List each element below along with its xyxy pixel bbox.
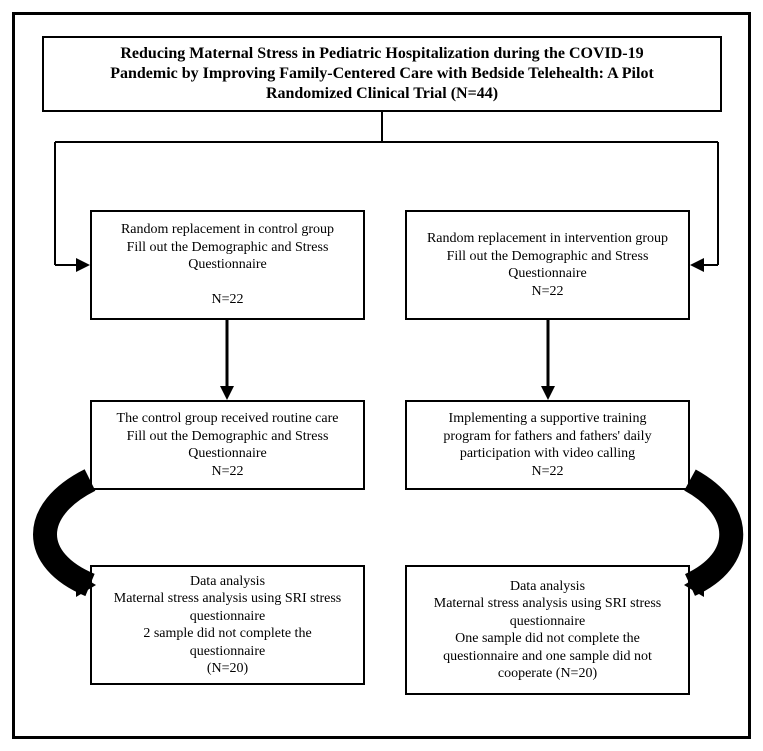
node-line [226, 274, 230, 292]
title-line: Pandemic by Improving Family-Centered Ca… [110, 64, 654, 84]
node-line: Random replacement in control group [121, 221, 334, 239]
intervention-step2-box: Implementing a supportive trainingprogra… [405, 400, 690, 490]
node-line: questionnaire [190, 643, 265, 661]
control-step1-box: Random replacement in control groupFill … [90, 210, 365, 320]
title-box: Reducing Maternal Stress in Pediatric Ho… [42, 36, 722, 112]
node-line: N=22 [531, 283, 563, 301]
node-line: The control group received routine care [117, 410, 339, 428]
node-line: Maternal stress analysis using SRI stres… [434, 595, 661, 613]
node-line: Random replacement in intervention group [427, 230, 668, 248]
title-line: Reducing Maternal Stress in Pediatric Ho… [120, 44, 643, 64]
node-line: 2 sample did not complete the [143, 625, 311, 643]
node-line: Data analysis [190, 573, 265, 591]
node-line: Fill out the Demographic and Stress [127, 428, 329, 446]
node-line: Fill out the Demographic and Stress [127, 239, 329, 257]
node-line: Maternal stress analysis using SRI stres… [114, 590, 341, 608]
node-line: N=22 [531, 463, 563, 481]
node-line: N=22 [211, 463, 243, 481]
node-line: Questionnaire [188, 256, 267, 274]
node-line: program for fathers and fathers' daily [443, 428, 651, 446]
node-line: Questionnaire [508, 265, 587, 283]
node-line: questionnaire [510, 613, 585, 631]
title-line: Randomized Clinical Trial (N=44) [266, 84, 498, 104]
intervention-step3-box: Data analysisMaternal stress analysis us… [405, 565, 690, 695]
node-line: N=22 [211, 291, 243, 309]
node-line: Implementing a supportive training [449, 410, 647, 428]
control-step2-box: The control group received routine careF… [90, 400, 365, 490]
node-line: (N=20) [207, 660, 248, 678]
control-step3-box: Data analysisMaternal stress analysis us… [90, 565, 365, 685]
node-line: Questionnaire [188, 445, 267, 463]
intervention-step1-box: Random replacement in intervention group… [405, 210, 690, 320]
node-line: questionnaire and one sample did not [443, 648, 652, 666]
node-line: questionnaire [190, 608, 265, 626]
canvas: Reducing Maternal Stress in Pediatric Ho… [0, 0, 763, 751]
node-line: cooperate (N=20) [498, 665, 597, 683]
node-line: Data analysis [510, 578, 585, 596]
node-line: One sample did not complete the [455, 630, 640, 648]
node-line: Fill out the Demographic and Stress [447, 248, 649, 266]
node-line: participation with video calling [460, 445, 635, 463]
